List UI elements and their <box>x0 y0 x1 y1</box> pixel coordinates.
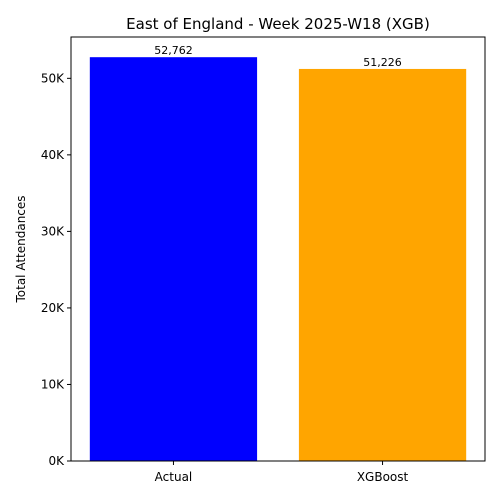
plot-frame <box>70 36 486 462</box>
y-tick-label: 50K <box>41 71 65 85</box>
bars-layer <box>89 57 467 462</box>
chart-title: East of England - Week 2025-W18 (XGB) <box>126 15 430 33</box>
y-axis-ticks: 0K 10K 20K 30K 40K 50K <box>41 71 71 468</box>
y-tick-label: 30K <box>41 224 65 238</box>
data-label-xgboost: 51,226 <box>363 56 402 69</box>
data-label-actual: 52,762 <box>154 44 193 57</box>
x-tick-label: Actual <box>155 470 193 484</box>
bar-actual <box>89 57 258 461</box>
x-axis-ticks: Actual XGBoost <box>155 461 409 484</box>
bar-xgboost <box>298 68 467 462</box>
y-axis-label: Total Attendances <box>14 195 28 303</box>
y-tick-label: 0K <box>48 454 65 468</box>
y-tick-label: 40K <box>41 148 65 162</box>
y-tick-label: 10K <box>41 377 65 391</box>
x-tick-label: XGBoost <box>357 470 409 484</box>
data-labels-layer: 52,762 51,226 <box>154 44 402 69</box>
y-tick-label: 20K <box>41 301 65 315</box>
